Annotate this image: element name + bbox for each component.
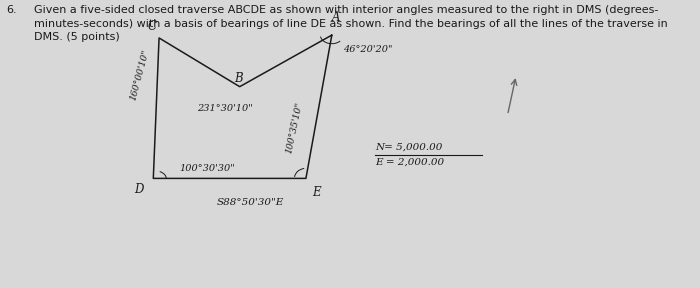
- Text: B: B: [234, 72, 243, 85]
- Text: E: E: [312, 186, 321, 199]
- Text: 46°20'20": 46°20'20": [344, 45, 393, 54]
- Text: N= 5,000.00: N= 5,000.00: [375, 142, 442, 151]
- Text: 100°30'30": 100°30'30": [179, 164, 235, 173]
- Text: A: A: [332, 12, 340, 24]
- Text: D: D: [134, 183, 144, 196]
- Text: E = 2,000.00: E = 2,000.00: [375, 158, 444, 167]
- Text: Given a five-sided closed traverse ABCDE as shown with interior angles measured : Given a five-sided closed traverse ABCDE…: [34, 5, 668, 42]
- Text: C: C: [147, 20, 156, 33]
- Text: 6.: 6.: [6, 5, 17, 15]
- Text: S88°50'30"E: S88°50'30"E: [217, 198, 284, 207]
- Text: 231°30'10": 231°30'10": [197, 104, 253, 113]
- Text: 100°35'10": 100°35'10": [284, 102, 304, 155]
- Text: 160°00'10": 160°00'10": [129, 49, 151, 102]
